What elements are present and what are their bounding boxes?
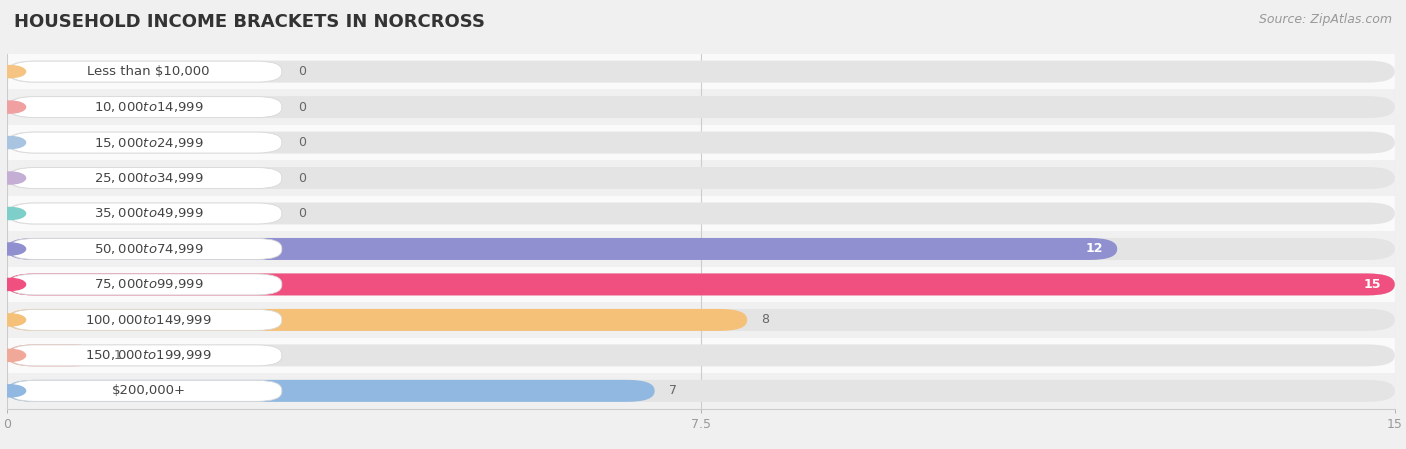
Bar (7, 338, 1395, 373)
FancyBboxPatch shape (7, 380, 655, 402)
Text: $35,000 to $49,999: $35,000 to $49,999 (94, 207, 204, 220)
FancyBboxPatch shape (10, 132, 281, 153)
FancyBboxPatch shape (7, 273, 1395, 295)
Bar (7, 160, 1395, 196)
Bar (7, 54, 1395, 89)
Text: Less than $10,000: Less than $10,000 (87, 65, 209, 78)
FancyBboxPatch shape (10, 203, 281, 224)
FancyBboxPatch shape (7, 96, 1395, 118)
Bar (7, 125, 1395, 160)
FancyBboxPatch shape (10, 238, 281, 260)
Circle shape (0, 66, 25, 78)
Text: $15,000 to $24,999: $15,000 to $24,999 (94, 136, 204, 150)
FancyBboxPatch shape (10, 345, 281, 366)
Circle shape (0, 385, 25, 397)
Circle shape (0, 136, 25, 149)
Circle shape (0, 278, 25, 291)
Text: 0: 0 (298, 172, 307, 185)
Text: HOUSEHOLD INCOME BRACKETS IN NORCROSS: HOUSEHOLD INCOME BRACKETS IN NORCROSS (14, 13, 485, 31)
Circle shape (0, 207, 25, 220)
FancyBboxPatch shape (7, 344, 100, 366)
FancyBboxPatch shape (10, 61, 281, 82)
Bar (7, 89, 1395, 125)
FancyBboxPatch shape (7, 202, 1395, 224)
FancyBboxPatch shape (10, 380, 281, 401)
Bar (7, 302, 1395, 338)
Text: 8: 8 (761, 313, 769, 326)
Circle shape (0, 243, 25, 255)
FancyBboxPatch shape (7, 167, 1395, 189)
Text: $75,000 to $99,999: $75,000 to $99,999 (94, 277, 204, 291)
Text: $10,000 to $14,999: $10,000 to $14,999 (94, 100, 204, 114)
Text: 0: 0 (298, 65, 307, 78)
Text: 7: 7 (668, 384, 676, 397)
Text: $200,000+: $200,000+ (111, 384, 186, 397)
Bar (7, 231, 1395, 267)
Text: 15: 15 (1364, 278, 1381, 291)
Text: 12: 12 (1085, 242, 1104, 255)
Bar (7, 267, 1395, 302)
FancyBboxPatch shape (7, 380, 1395, 402)
Bar (7, 373, 1395, 409)
FancyBboxPatch shape (7, 61, 1395, 83)
FancyBboxPatch shape (7, 132, 1395, 154)
FancyBboxPatch shape (7, 273, 1395, 295)
Circle shape (0, 172, 25, 184)
Text: $25,000 to $34,999: $25,000 to $34,999 (94, 171, 204, 185)
Text: 1: 1 (114, 349, 121, 362)
FancyBboxPatch shape (7, 309, 747, 331)
Circle shape (0, 349, 25, 361)
Text: $150,000 to $199,999: $150,000 to $199,999 (86, 348, 212, 362)
FancyBboxPatch shape (10, 309, 281, 330)
FancyBboxPatch shape (10, 274, 281, 295)
FancyBboxPatch shape (7, 238, 1118, 260)
Text: 0: 0 (298, 136, 307, 149)
Text: Source: ZipAtlas.com: Source: ZipAtlas.com (1258, 13, 1392, 26)
FancyBboxPatch shape (7, 238, 1395, 260)
Text: 0: 0 (298, 207, 307, 220)
Text: $50,000 to $74,999: $50,000 to $74,999 (94, 242, 204, 256)
FancyBboxPatch shape (7, 344, 1395, 366)
FancyBboxPatch shape (7, 309, 1395, 331)
Text: 0: 0 (298, 101, 307, 114)
Circle shape (0, 101, 25, 113)
FancyBboxPatch shape (10, 97, 281, 118)
Circle shape (0, 314, 25, 326)
FancyBboxPatch shape (10, 167, 281, 189)
Bar (7, 196, 1395, 231)
Text: $100,000 to $149,999: $100,000 to $149,999 (86, 313, 212, 327)
